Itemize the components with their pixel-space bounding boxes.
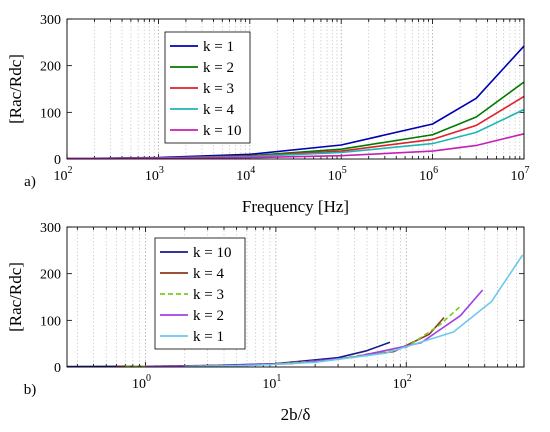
y-tick-label: 100 <box>40 106 61 121</box>
legend-label: k = 10 <box>203 123 241 139</box>
x-tick-label: 106 <box>419 165 438 184</box>
legend-label: k = 3 <box>193 287 224 303</box>
x-tick-label: 102 <box>54 165 73 184</box>
plot-area <box>67 19 524 159</box>
x-tick-label: 103 <box>145 165 164 184</box>
x-tick-label: 105 <box>328 165 347 184</box>
x-tick-label: 102 <box>393 373 412 392</box>
axes-frame <box>66 18 525 160</box>
x-tick-label: 100 <box>132 373 151 392</box>
axes-frame <box>66 226 525 368</box>
x-tick-label: 104 <box>236 165 255 184</box>
legend-label: k = 1 <box>203 39 234 55</box>
legend-label: k = 10 <box>193 245 231 261</box>
y-tick-label: 200 <box>40 60 61 75</box>
y-tick-label: 0 <box>54 361 61 376</box>
legend-label: k = 4 <box>193 266 224 282</box>
series-lines <box>66 254 524 368</box>
y-tick-label: 300 <box>40 221 61 236</box>
y-tick-label: 0 <box>54 153 61 168</box>
legend-label: k = 4 <box>203 102 234 118</box>
y-tick-label: 200 <box>40 268 61 283</box>
panel-label: a) <box>24 174 36 190</box>
legend: k = 1 k = 2 k = 3 k = 4 k = 10 <box>164 31 251 144</box>
legend-label: k = 3 <box>203 81 234 97</box>
x-tick-label: 101 <box>262 373 281 392</box>
panel-b: 0 100 200 300 100 101 102 k = 10 k = 4 k = 3 k = 2… <box>6 221 525 424</box>
x-tick-label: 107 <box>511 165 530 184</box>
y-tick-label: 100 <box>40 314 61 329</box>
y-axis-label: [Rac/Rdc] <box>6 54 25 124</box>
series-line-k10 <box>66 133 525 160</box>
y-tick-label: 300 <box>40 13 61 28</box>
series-line-k1 <box>184 254 524 368</box>
plot-area <box>67 227 524 367</box>
y-axis-label: [Rac/Rdc] <box>6 262 25 332</box>
x-axis-label: 2b/δ <box>281 405 311 424</box>
legend: k = 10 k = 4 k = 3 k = 2 k = 1 <box>154 237 246 350</box>
x-axis-label: Frequency [Hz] <box>242 197 349 216</box>
legend-label: k = 2 <box>193 308 224 324</box>
series-lines <box>66 45 525 160</box>
panel-label: b) <box>24 382 37 398</box>
legend-label: k = 1 <box>193 329 224 345</box>
legend-label: k = 2 <box>203 60 234 76</box>
